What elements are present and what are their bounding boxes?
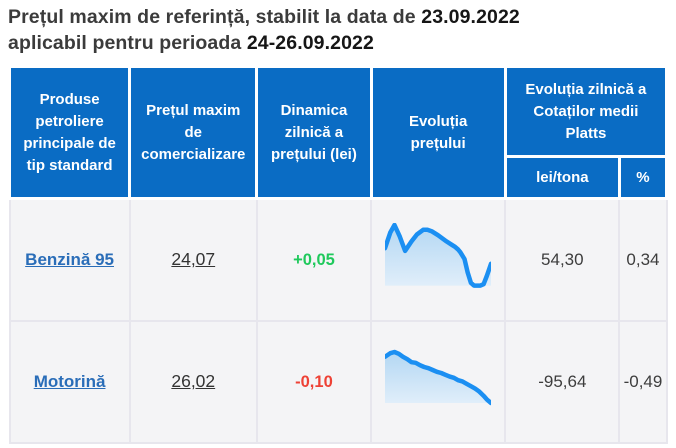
product-cell: Benzină 95 [8,197,131,322]
col-header-price-evolution: Evoluția prețului [369,65,507,200]
title-text-2: aplicabil pentru perioada [8,32,247,54]
col-header-lei-tona: lei/tona [503,155,621,200]
platts-pct-value: -0,49 [618,319,668,444]
max-price-cell: 24,07 [128,197,258,322]
header-row-main: Produse petroliere principale de tip sta… [7,65,669,200]
price-evolution-cell [370,197,507,322]
title-text-1: Prețul maxim de referință, stabilit la d… [8,6,422,28]
price-sparkline [382,349,494,409]
product-cell: Motorină [8,319,131,444]
title-date-2: 24-26.09.2022 [246,32,374,54]
page-title: Prețul maxim de referință, stabilit la d… [8,4,668,56]
max-price-value[interactable]: 26,02 [171,371,216,391]
max-price-cell: 26,02 [128,319,258,444]
col-header-daily-dynamics: Dinamica zilnică a prețului (lei) [255,65,373,200]
daily-dynamics-value: -0,10 [295,372,333,391]
col-header-products: Produse petroliere principale de tip sta… [7,65,132,200]
price-evolution-cell [370,319,507,444]
table-row-benzina: Benzină 95 24,07 +0,05 54,30 0,34 [8,197,668,322]
max-price-value[interactable]: 24,07 [171,249,216,270]
col-header-platts-group: Evoluția zilnică a Cotaților medii Platt… [503,65,669,158]
product-link-motorina[interactable]: Motorină [33,371,106,391]
daily-dynamics-cell: +0,05 [255,197,373,322]
col-header-percent: % [617,155,669,200]
platts-lei-value: -95,64 [504,319,621,444]
platts-lei-value: 54,30 [504,197,621,322]
platts-pct-value: 0,34 [618,197,668,322]
fuel-price-table: Produse petroliere principale de tip sta… [7,65,669,444]
table-row-motorina: Motorină 26,02 -0,10 -95,64 -0,49 [8,319,668,444]
col-header-max-price: Prețul maxim de comercializare [128,65,259,200]
product-link-benzina[interactable]: Benzină 95 [25,249,114,269]
daily-dynamics-cell: -0,10 [255,319,373,444]
header-row-sub: lei/tona % [10,155,669,200]
daily-dynamics-value: +0,05 [293,250,335,269]
title-date-1: 23.09.2022 [421,6,520,28]
price-sparkline [382,223,494,291]
